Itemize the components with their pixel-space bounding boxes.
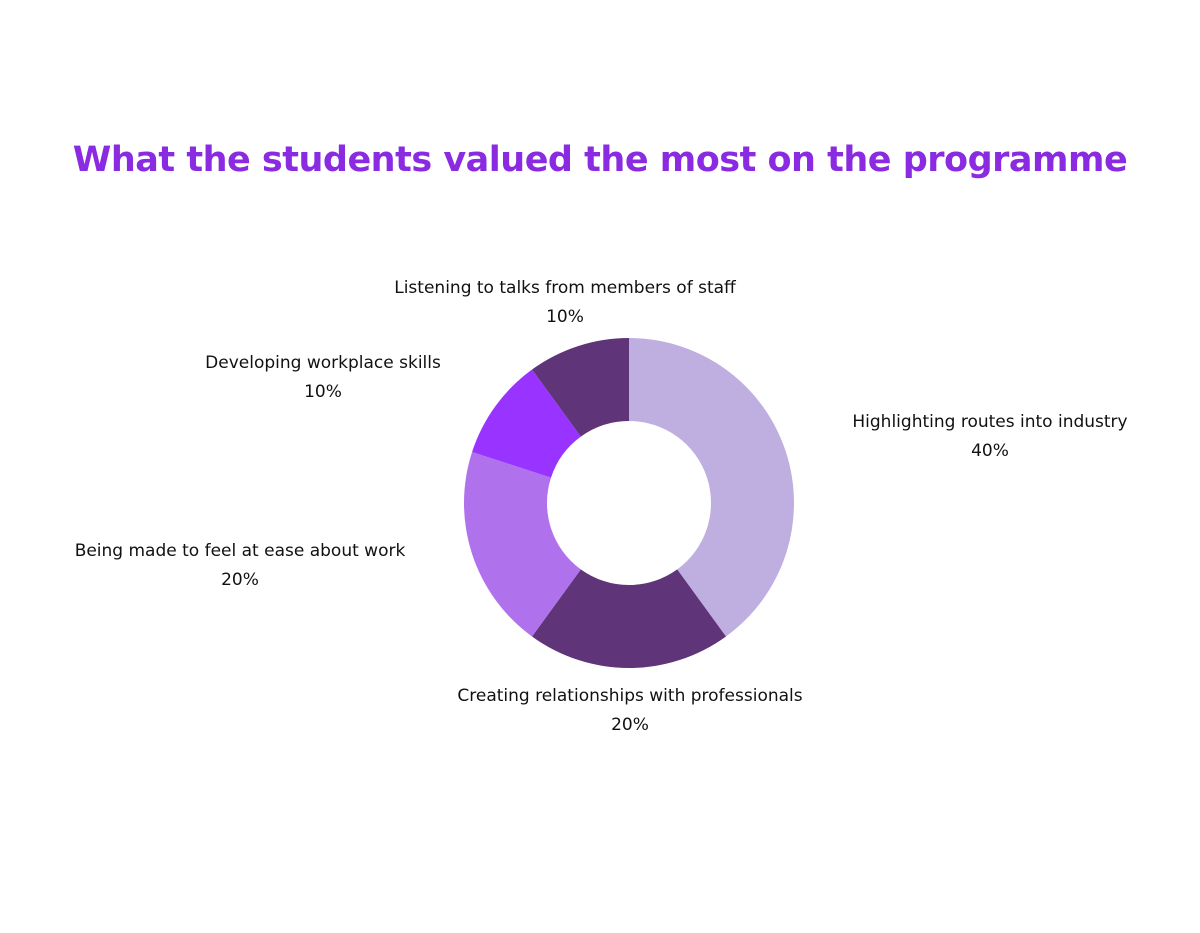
chart-title: What the students valued the most on the… (72, 140, 1128, 180)
slice-label-text: Creating relationships with professional… (457, 686, 803, 706)
label-slice-4: Listening to talks from members of staff… (394, 274, 736, 332)
label-slice-1: Creating relationships with professional… (457, 682, 802, 740)
donut-slice-2 (464, 452, 581, 637)
slice-value-label: 10% (304, 382, 342, 402)
donut-slice-3 (472, 369, 581, 478)
slice-label-text: Being made to feel at ease about work (74, 541, 406, 561)
donut-slice-0 (629, 338, 794, 637)
donut-slice-4 (532, 338, 629, 437)
label-slice-2: Being made to feel at ease about work 20% (75, 537, 406, 595)
slice-label-text: Listening to talks from members of staff (394, 278, 736, 298)
slice-label-text: Developing workplace skills (205, 353, 441, 373)
label-slice-0: Highlighting routes into industry 40% (852, 408, 1127, 466)
slice-value-label: 20% (221, 570, 259, 590)
slice-value-label: 20% (611, 715, 649, 735)
slice-value-label: 10% (546, 307, 584, 327)
donut-slice-1 (532, 569, 726, 668)
label-slice-3: Developing workplace skills 10% (205, 349, 441, 407)
slice-value-label: 40% (971, 441, 1009, 461)
slice-label-text: Highlighting routes into industry (852, 412, 1128, 432)
